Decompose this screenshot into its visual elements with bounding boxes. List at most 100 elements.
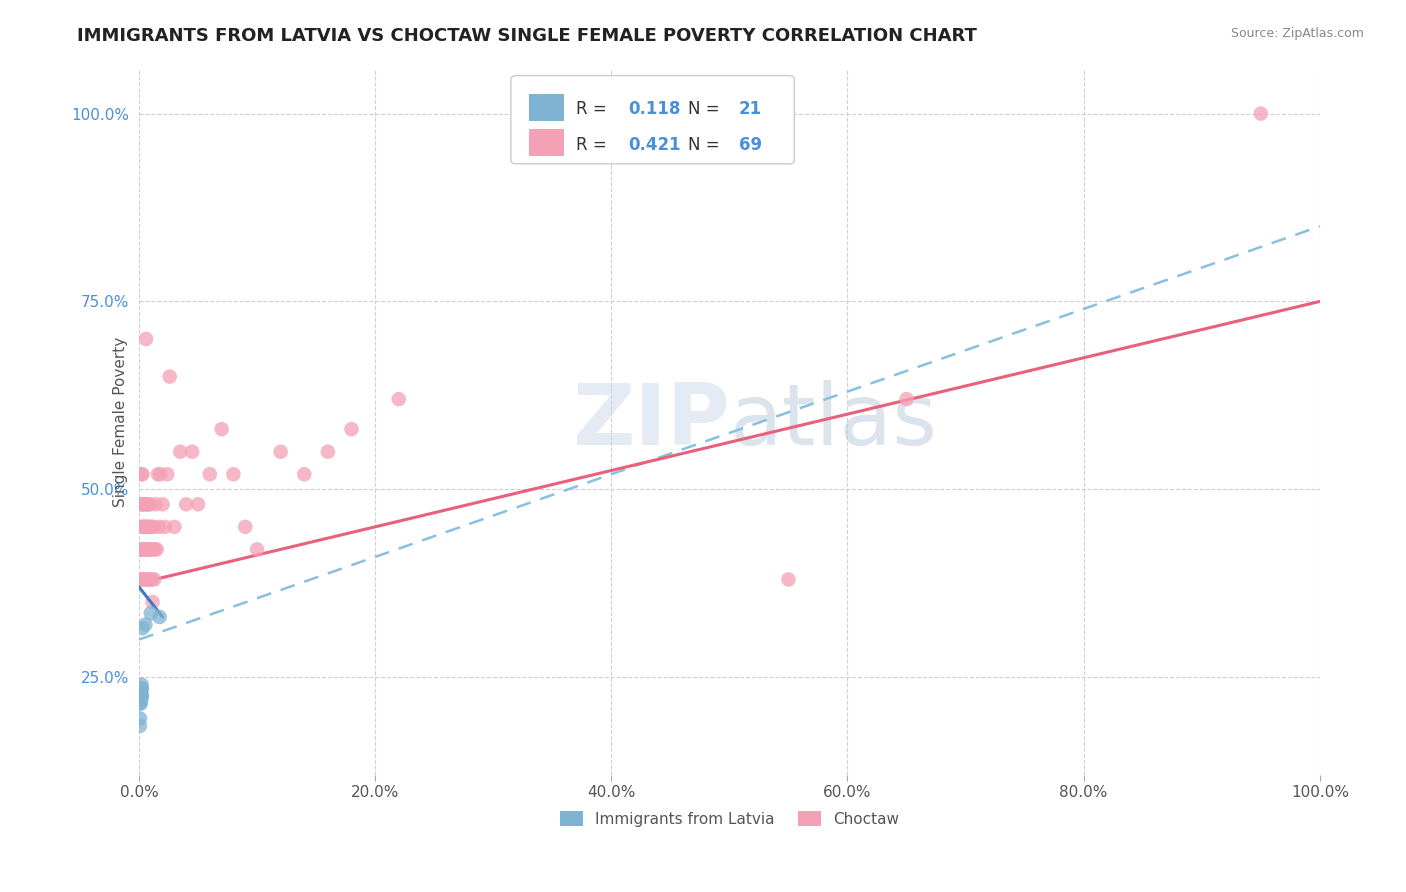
Point (187, 497, 209, 511)
Point (131, 573, 153, 587)
Point (134, 497, 156, 511)
Point (148, 520, 170, 534)
Point (149, 467, 172, 482)
Point (292, 467, 315, 482)
Text: 69: 69 (738, 136, 762, 153)
Text: 0.118: 0.118 (628, 101, 681, 119)
Point (340, 422, 363, 436)
Point (138, 542, 160, 557)
Text: N =: N = (688, 136, 725, 153)
Point (146, 467, 169, 482)
Point (142, 542, 165, 557)
Point (222, 467, 245, 482)
Point (131, 467, 153, 482)
Point (129, 542, 152, 557)
Point (131, 497, 153, 511)
Legend: Immigrants from Latvia, Choctaw: Immigrants from Latvia, Choctaw (553, 803, 907, 834)
Point (134, 520, 156, 534)
Text: 21: 21 (738, 101, 762, 119)
Point (132, 520, 155, 534)
FancyBboxPatch shape (529, 94, 564, 120)
Point (141, 573, 163, 587)
Point (129, 573, 152, 587)
Point (135, 332, 157, 346)
Point (270, 444, 292, 458)
Point (132, 497, 155, 511)
Point (129, 692, 152, 706)
Point (134, 617, 156, 632)
Point (896, 392, 918, 406)
Point (153, 520, 176, 534)
Text: Source: ZipAtlas.com: Source: ZipAtlas.com (1230, 27, 1364, 40)
Point (136, 573, 159, 587)
Point (139, 497, 162, 511)
Point (145, 497, 167, 511)
Point (139, 542, 162, 557)
Point (131, 621, 153, 635)
FancyBboxPatch shape (529, 129, 564, 156)
Point (388, 392, 411, 406)
Point (198, 467, 221, 482)
Point (129, 711, 152, 725)
Point (163, 520, 186, 534)
Point (141, 595, 163, 609)
Point (139, 606, 162, 620)
Point (141, 520, 163, 534)
Point (316, 444, 339, 458)
Point (131, 681, 153, 696)
Point (134, 542, 156, 557)
FancyBboxPatch shape (510, 76, 794, 164)
Point (778, 573, 800, 587)
Point (152, 497, 174, 511)
Point (131, 678, 153, 692)
Text: 0.421: 0.421 (628, 136, 681, 153)
Point (143, 573, 166, 587)
Point (131, 681, 153, 696)
Point (138, 573, 160, 587)
Point (135, 542, 157, 557)
Point (129, 692, 152, 706)
Point (134, 542, 156, 557)
Point (131, 689, 153, 703)
Point (142, 520, 165, 534)
Point (131, 520, 153, 534)
Point (181, 444, 204, 458)
Text: IMMIGRANTS FROM LATVIA VS CHOCTAW SINGLE FEMALE POVERTY CORRELATION CHART: IMMIGRANTS FROM LATVIA VS CHOCTAW SINGLE… (77, 27, 977, 45)
Text: N =: N = (688, 101, 725, 119)
Point (129, 685, 152, 699)
Point (138, 520, 160, 534)
Point (211, 422, 233, 436)
Point (136, 497, 159, 511)
Point (149, 610, 172, 624)
Text: ZIP: ZIP (572, 380, 730, 463)
Point (136, 542, 159, 557)
Point (131, 689, 153, 703)
Text: R =: R = (576, 136, 612, 153)
Point (136, 497, 159, 511)
Point (129, 685, 152, 699)
Point (129, 692, 152, 706)
Point (156, 467, 179, 482)
Point (169, 444, 191, 458)
Point (139, 573, 162, 587)
Point (129, 497, 152, 511)
Y-axis label: Single Female Poverty: Single Female Poverty (112, 336, 128, 507)
Text: R =: R = (576, 101, 612, 119)
Point (129, 689, 152, 703)
Text: atlas: atlas (730, 380, 938, 463)
Point (145, 542, 167, 557)
Point (136, 542, 159, 557)
Point (131, 542, 153, 557)
Point (174, 497, 197, 511)
Point (135, 520, 157, 534)
Point (132, 520, 155, 534)
Point (138, 542, 160, 557)
Point (138, 520, 160, 534)
Point (233, 520, 256, 534)
Point (132, 573, 155, 587)
Point (131, 467, 153, 482)
Point (1250, 106, 1272, 120)
Point (131, 689, 153, 703)
Point (129, 689, 152, 703)
Point (159, 369, 181, 384)
